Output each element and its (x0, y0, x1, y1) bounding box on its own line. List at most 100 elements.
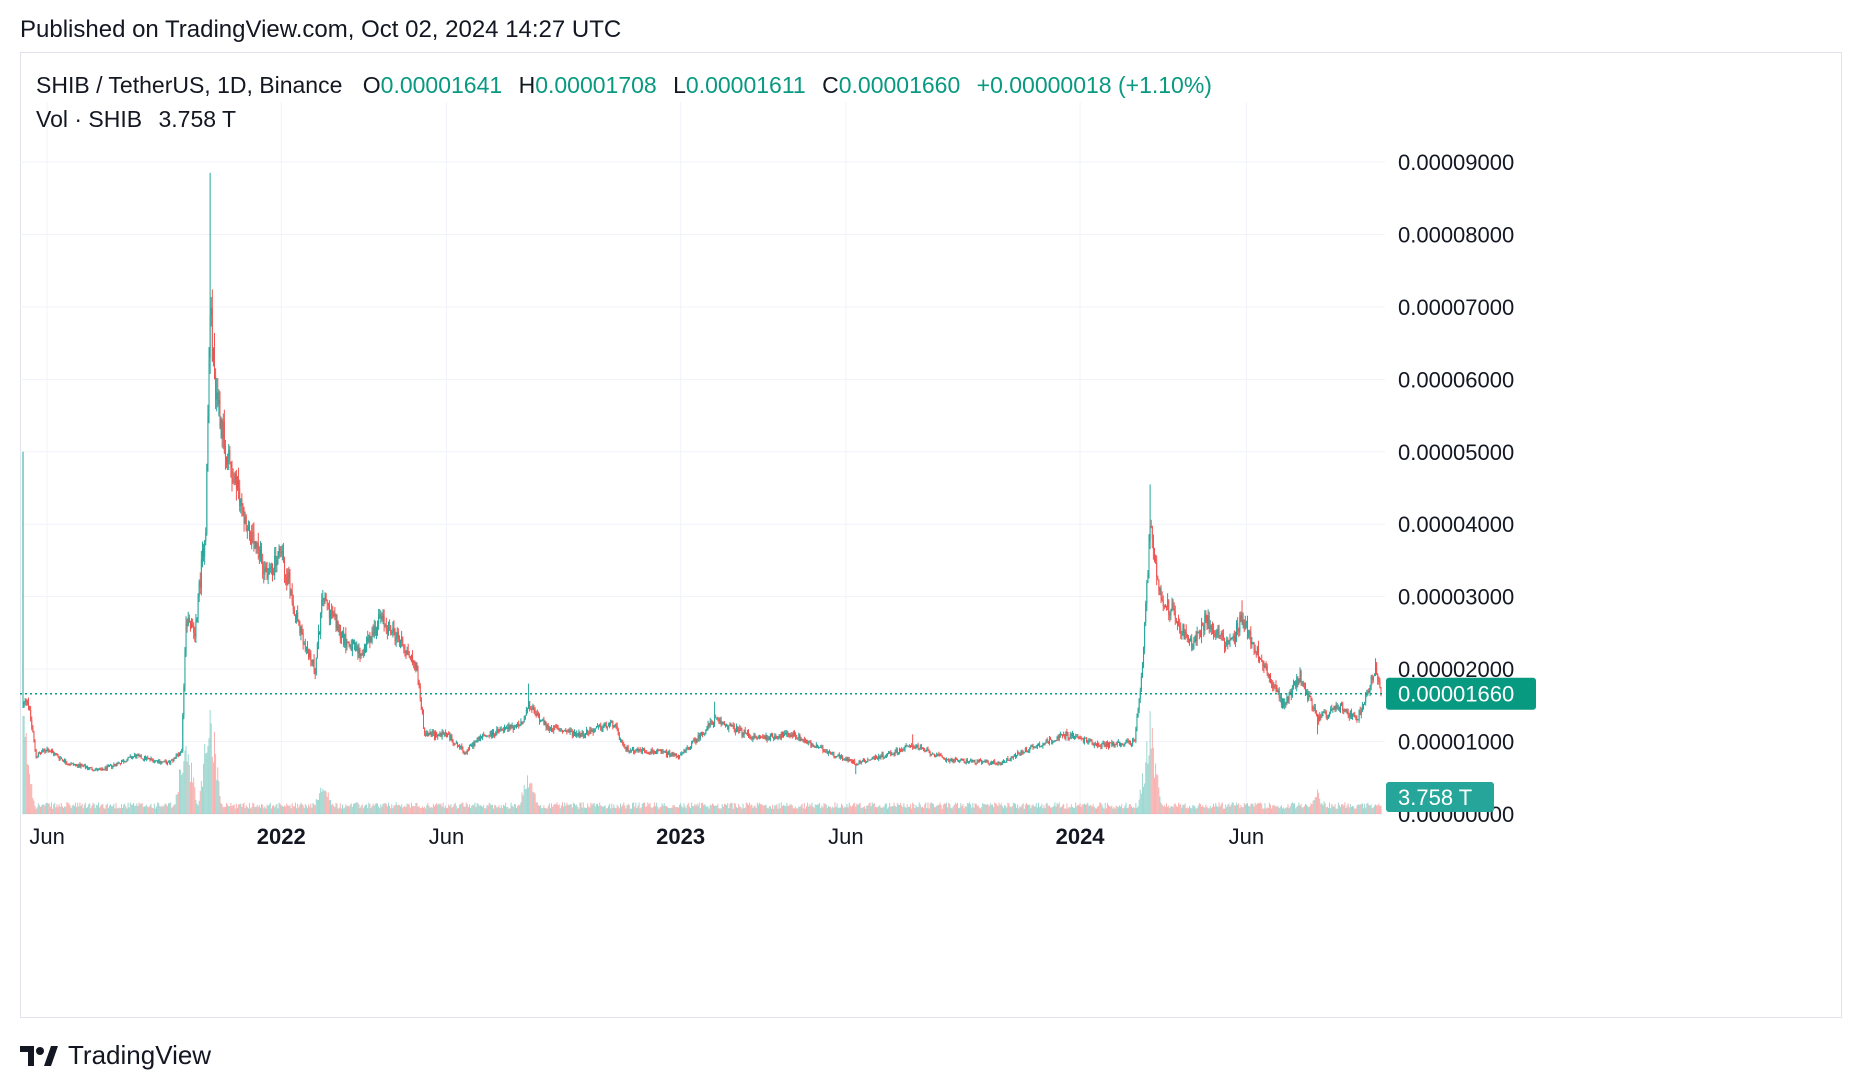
volume-bar (862, 806, 864, 814)
volume-bar (251, 807, 253, 814)
volume-bar (850, 806, 852, 814)
candle-body (680, 754, 682, 756)
candle-body (1091, 741, 1093, 745)
volume-bar (989, 803, 991, 814)
price-chart[interactable]: 0.000090000.000080000.000070000.00006000… (20, 52, 1842, 1018)
volume-bar (44, 805, 46, 814)
candle-body (412, 656, 414, 664)
candle-body (261, 549, 263, 564)
candle-body (856, 764, 858, 766)
volume-bar (974, 803, 976, 814)
volume-bar (146, 804, 148, 814)
tradingview-brand[interactable]: TradingView (68, 1040, 212, 1070)
volume-bar (1183, 804, 1185, 814)
volume-bar (856, 803, 858, 814)
volume-bar (1263, 808, 1265, 814)
volume-bar (1356, 805, 1358, 814)
candle-body (1303, 686, 1305, 688)
volume-bar (545, 808, 547, 814)
volume-bar (582, 802, 584, 814)
volume-bar (267, 805, 269, 814)
candle-body (1152, 538, 1154, 550)
candle-body (403, 646, 405, 649)
volume-bar (49, 806, 51, 814)
candle-body (280, 552, 282, 554)
volume-bar (382, 803, 384, 814)
volume-bar (535, 802, 537, 814)
candle-body (845, 758, 847, 760)
symbol-name[interactable]: SHIB / TetherUS, 1D, Binance (36, 72, 343, 98)
candle-body (44, 750, 46, 752)
footer[interactable]: TradingView (20, 1040, 211, 1071)
volume-bar (1043, 805, 1045, 814)
candle-body (923, 748, 925, 750)
volume-bar (282, 806, 284, 814)
volume-bar (238, 804, 240, 814)
candle-body (256, 543, 258, 548)
candle-body (787, 732, 789, 736)
candle-body (337, 620, 339, 632)
candle-body (1286, 696, 1288, 704)
symbol-legend[interactable]: SHIB / TetherUS, 1D, Binance O0.00001641… (36, 72, 1212, 99)
volume-bar (960, 803, 962, 814)
candle-body (1198, 631, 1200, 633)
candle-body (919, 746, 921, 749)
volume-bar (652, 806, 654, 814)
volume-bar (851, 805, 853, 814)
volume-bar (1361, 803, 1363, 814)
volume-bar (634, 806, 636, 814)
volume-bar (288, 806, 290, 814)
candle-body (1330, 708, 1332, 713)
volume-bar (574, 803, 576, 814)
volume-bar (1288, 808, 1290, 814)
volume-bar (523, 785, 525, 814)
volume-bar (506, 806, 508, 814)
candle-body (1088, 740, 1090, 742)
candle-body (1007, 758, 1009, 761)
volume-bar (1103, 808, 1105, 814)
candle-body (537, 712, 539, 716)
candle-body (278, 548, 280, 557)
candle-body (479, 736, 481, 741)
volume-bar (371, 806, 373, 814)
volume-bar (886, 808, 888, 814)
volume-bar (378, 806, 380, 814)
candle-body (795, 734, 797, 738)
volume-bar (776, 804, 778, 814)
volume-bar (773, 808, 775, 814)
volume-bar (920, 807, 922, 814)
candle-body (96, 768, 98, 771)
candle-body (105, 767, 107, 770)
candle-body (848, 759, 850, 762)
volume-bar (1131, 806, 1133, 814)
volume-bar (1379, 805, 1381, 814)
volume-bar (705, 805, 707, 814)
candle-body (290, 590, 292, 595)
volume-legend[interactable]: Vol · SHIB 3.758 T (36, 106, 236, 133)
candle-body (405, 652, 407, 654)
volume-bar (72, 804, 74, 814)
volume-bar (475, 807, 477, 814)
candle-body (1279, 696, 1281, 699)
volume-bar (995, 803, 997, 814)
volume-bar (210, 723, 212, 814)
candle-body (1078, 736, 1080, 738)
volume-bar (203, 763, 205, 814)
volume-bar (1127, 807, 1129, 814)
volume-bar (551, 803, 553, 814)
candle-body (344, 633, 346, 645)
volume-bar (413, 805, 415, 814)
volume-bar (61, 806, 63, 814)
candle-body (1018, 752, 1020, 754)
volume-bar (45, 803, 47, 814)
candle-body (321, 600, 323, 614)
time-tick-label: 2022 (257, 824, 306, 849)
candle-body (770, 733, 772, 735)
candle-body (938, 753, 940, 755)
candle-body (706, 728, 708, 731)
volume-bar (1274, 805, 1276, 814)
volume-bar (277, 808, 279, 814)
volume-bar (313, 804, 315, 814)
volume-bar (821, 805, 823, 814)
volume-bar (1021, 804, 1023, 814)
